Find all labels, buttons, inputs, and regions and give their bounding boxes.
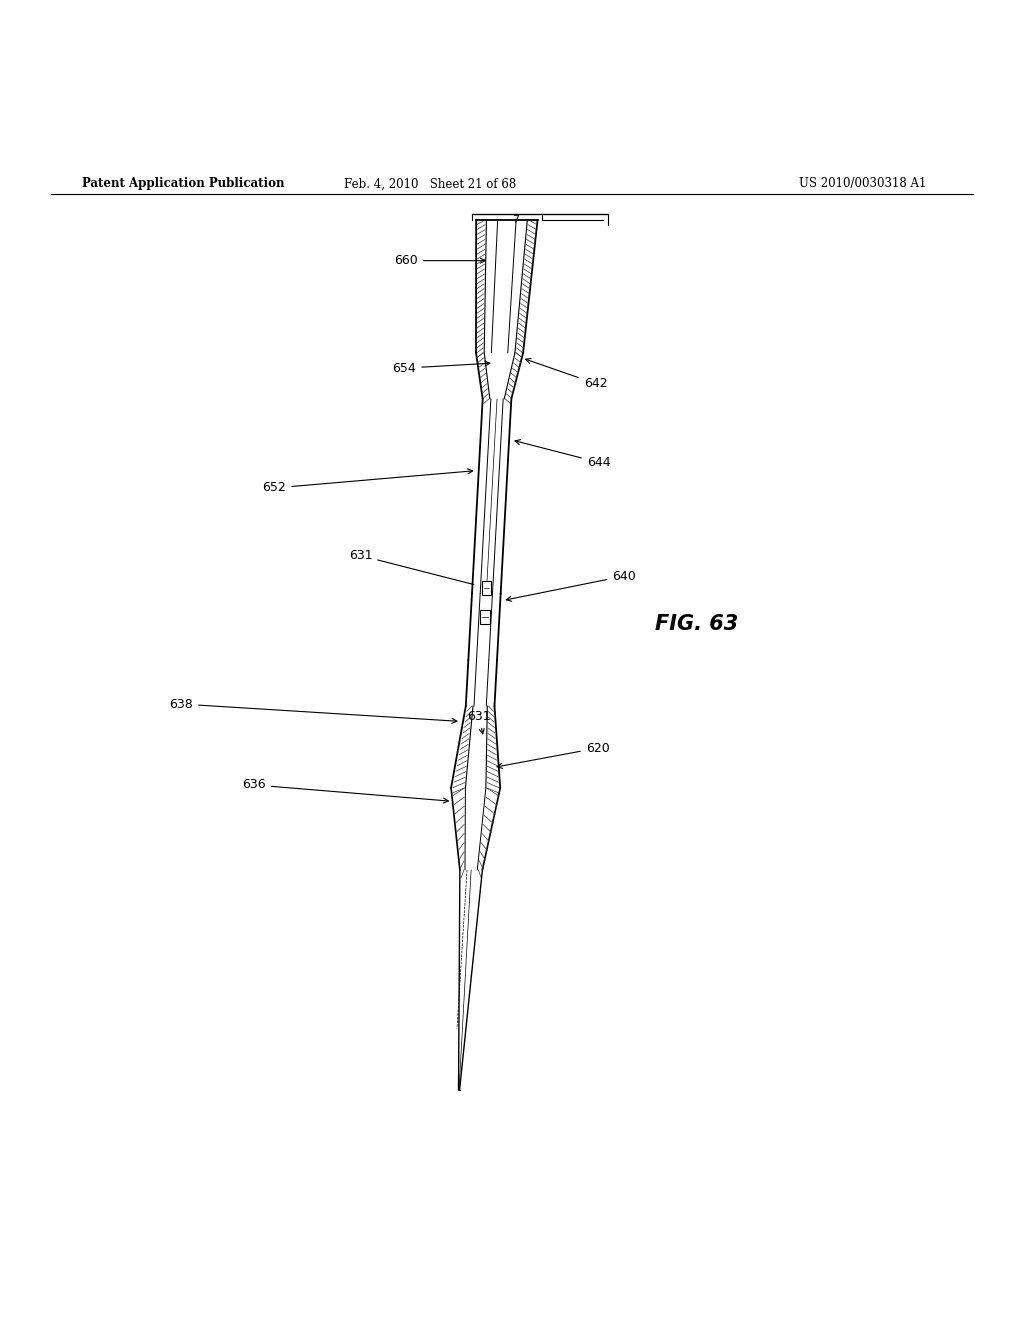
Bar: [482, 581, 492, 595]
Text: US 2010/0030318 A1: US 2010/0030318 A1: [799, 177, 926, 190]
Text: 636: 636: [242, 779, 449, 803]
Text: Feb. 4, 2010   Sheet 21 of 68: Feb. 4, 2010 Sheet 21 of 68: [344, 177, 516, 190]
Text: 640: 640: [506, 569, 636, 602]
Text: 638: 638: [169, 697, 457, 723]
Text: 644: 644: [515, 440, 610, 469]
Text: 631: 631: [467, 710, 492, 734]
Text: 7: 7: [512, 215, 519, 224]
Text: 631: 631: [348, 549, 474, 585]
Bar: [480, 610, 489, 624]
Text: 652: 652: [262, 469, 473, 495]
Text: Patent Application Publication: Patent Application Publication: [82, 177, 285, 190]
Text: FIG. 63: FIG. 63: [654, 614, 738, 634]
Text: 660: 660: [394, 255, 485, 267]
Text: 642: 642: [525, 359, 607, 389]
Text: 654: 654: [392, 362, 489, 375]
Text: 620: 620: [497, 742, 609, 768]
